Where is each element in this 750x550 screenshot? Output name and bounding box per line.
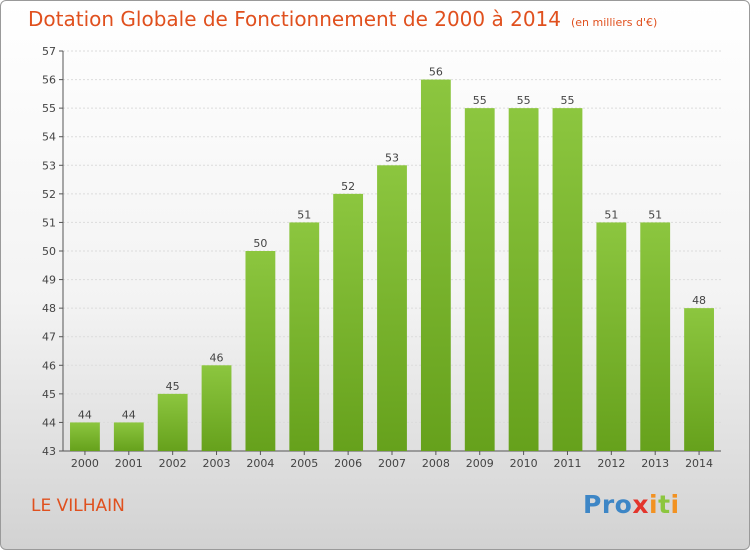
y-tick-label: 53 — [42, 159, 56, 172]
data-label-2014: 48 — [692, 294, 706, 307]
x-tick-label-2001: 2001 — [115, 457, 143, 470]
x-tick-label-2000: 2000 — [71, 457, 99, 470]
y-tick-label: 43 — [42, 445, 56, 458]
y-tick-label: 45 — [42, 388, 56, 401]
bar-2008 — [420, 79, 451, 452]
bar-2012 — [596, 222, 627, 451]
logo-letter: x — [632, 490, 649, 519]
labels: 43 44 45 46 47 48 49 50 51 52 53 54 55 56 57 44 2000 44 20… — [42, 45, 713, 470]
y-tick-label: 56 — [42, 74, 56, 87]
x-tick-label-2003: 2003 — [203, 457, 231, 470]
bars — [70, 79, 714, 452]
logo-letter: t — [658, 490, 671, 519]
data-label-2003: 46 — [210, 351, 224, 364]
logo-letter: i — [649, 490, 659, 519]
data-label-2009: 55 — [473, 94, 487, 107]
y-tick-label: 46 — [42, 359, 56, 372]
y-tick-label: 54 — [42, 131, 56, 144]
x-tick-label-2009: 2009 — [466, 457, 494, 470]
bar-chart: 43 44 45 46 47 48 49 50 51 52 53 54 55 56 57 44 2000 44 20… — [42, 45, 721, 470]
logo-letter: o — [614, 490, 633, 519]
commune-name: LE VILHAIN — [31, 496, 125, 516]
bar-2009 — [464, 108, 495, 452]
x-tick-label-2011: 2011 — [553, 457, 581, 470]
bar-2001 — [113, 422, 144, 451]
y-tick-label: 50 — [42, 245, 56, 258]
data-label-2005: 51 — [297, 208, 311, 221]
logo-letter: i — [670, 490, 680, 519]
data-label-2004: 50 — [253, 237, 267, 250]
logo-letter: P — [583, 490, 602, 519]
y-tick-label: 55 — [42, 102, 56, 115]
x-tick-label-2010: 2010 — [510, 457, 538, 470]
chart-title-text: Dotation Globale de Fonctionnement de 20… — [28, 7, 561, 31]
bar-2014 — [684, 308, 714, 451]
y-tick-label: 48 — [42, 302, 56, 315]
data-label-2013: 51 — [648, 208, 662, 221]
x-tick-label-2008: 2008 — [422, 457, 450, 470]
y-tick-label: 52 — [42, 188, 56, 201]
chart-title: Dotation Globale de Fonctionnement de 20… — [28, 7, 657, 31]
x-tick-label-2012: 2012 — [597, 457, 625, 470]
bar-2003 — [201, 365, 232, 451]
bar-2000 — [70, 422, 100, 451]
bar-2005 — [289, 222, 320, 451]
data-label-2011: 55 — [560, 94, 574, 107]
y-tick-label: 57 — [42, 45, 56, 58]
bar-2010 — [508, 108, 539, 452]
bar-2013 — [640, 222, 671, 451]
bar-2011 — [552, 108, 583, 452]
x-tick-label-2004: 2004 — [246, 457, 274, 470]
x-tick-label-2014: 2014 — [685, 457, 713, 470]
bar-2002 — [157, 393, 188, 451]
x-tick-label-2005: 2005 — [290, 457, 318, 470]
y-tick-label: 49 — [42, 274, 56, 287]
bar-2006 — [333, 193, 364, 451]
x-tick-label-2013: 2013 — [641, 457, 669, 470]
logo-letter: r — [601, 490, 615, 519]
data-label-2001: 44 — [122, 408, 136, 421]
y-tick-label: 44 — [42, 416, 56, 429]
bar-2007 — [377, 165, 407, 452]
data-label-2012: 51 — [604, 208, 618, 221]
bar-2004 — [245, 251, 276, 451]
data-label-2006: 52 — [341, 180, 355, 193]
y-tick-label: 47 — [42, 331, 56, 344]
unit-note: (en milliers d'€) — [571, 16, 658, 29]
y-tick-label: 51 — [42, 216, 56, 229]
data-label-2000: 44 — [78, 408, 92, 421]
x-tick-label-2007: 2007 — [378, 457, 406, 470]
data-label-2008: 56 — [429, 66, 443, 79]
x-tick-label-2006: 2006 — [334, 457, 362, 470]
proxiti-logo: Proxiti — [583, 490, 680, 519]
x-tick-label-2002: 2002 — [159, 457, 187, 470]
data-label-2010: 55 — [517, 94, 531, 107]
data-label-2007: 53 — [385, 151, 399, 164]
data-label-2002: 45 — [166, 380, 180, 393]
